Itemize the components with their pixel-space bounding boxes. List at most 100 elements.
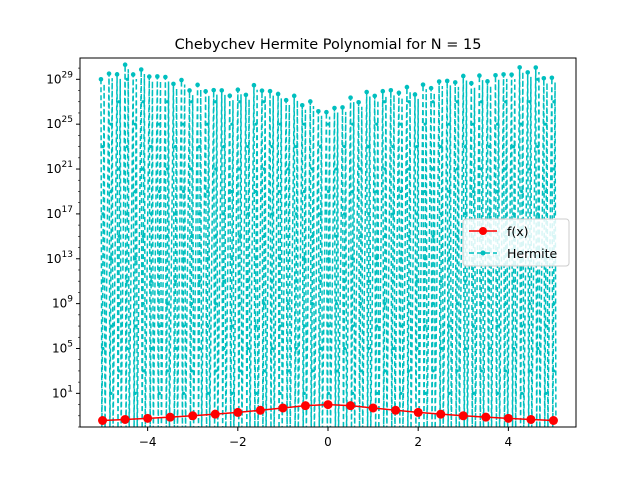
- hermite-point: [198, 212, 202, 216]
- fx-point: [368, 403, 378, 413]
- hermite-point: [157, 189, 161, 194]
- hermite-point: [130, 72, 136, 77]
- y-tick-label: 109: [52, 295, 73, 311]
- hermite-point: [318, 279, 322, 283]
- hermite-point: [302, 324, 306, 328]
- hermite-point: [101, 212, 105, 216]
- hermite-point: [544, 391, 548, 395]
- hermite-point: [238, 369, 242, 373]
- hermite-point: [171, 81, 176, 87]
- fx-point: [436, 409, 446, 419]
- hermite-point: [165, 234, 170, 238]
- hermite-point: [399, 324, 403, 328]
- hermite-point: [230, 257, 234, 261]
- hermite-point: [383, 100, 387, 104]
- y-tick-label: 101: [52, 384, 73, 400]
- hermite-point: [302, 189, 306, 194]
- hermite-point: [109, 122, 113, 126]
- hermite-point: [195, 82, 200, 88]
- hermite-point: [359, 167, 363, 171]
- hermite-point: [388, 87, 394, 93]
- hermite-point: [487, 145, 492, 149]
- hermite-point: [383, 302, 387, 306]
- hermite-point: [495, 122, 500, 126]
- hermite-point: [326, 189, 331, 194]
- hermite-point: [206, 391, 210, 395]
- hermite-point: [286, 167, 290, 171]
- fx-point: [233, 407, 243, 417]
- hermite-point: [326, 122, 331, 126]
- hermite-point: [340, 105, 345, 110]
- plot-area: [98, 62, 558, 427]
- hermite-point: [528, 100, 532, 104]
- hermite-point: [310, 234, 314, 238]
- hermite-point: [246, 145, 250, 149]
- hermite-point: [278, 391, 282, 395]
- fx-point: [165, 412, 175, 422]
- hermite-point: [106, 71, 112, 76]
- hermite-point: [439, 346, 443, 351]
- hermite-point: [270, 346, 274, 351]
- hermite-point: [415, 279, 419, 283]
- hermite-point: [431, 302, 435, 306]
- x-tick-label: 2: [414, 435, 422, 449]
- hermite-point: [230, 324, 234, 328]
- hermite-point: [455, 234, 459, 238]
- hermite-point: [479, 302, 484, 306]
- hermite-point: [214, 100, 218, 104]
- hermite-point: [262, 369, 266, 373]
- hermite-point: [101, 346, 105, 351]
- hermite-point: [399, 391, 403, 395]
- hermite-series: [98, 62, 557, 427]
- hermite-point: [262, 100, 266, 104]
- hermite-point: [198, 279, 202, 283]
- hermite-point: [238, 100, 242, 104]
- hermite-point: [181, 257, 186, 261]
- hermite-point: [286, 302, 290, 306]
- hermite-point: [455, 369, 459, 373]
- hermite-point: [286, 369, 290, 373]
- hermite-point: [278, 324, 282, 328]
- hermite-point: [503, 167, 508, 171]
- hermite-point: [246, 279, 250, 283]
- hermite-point: [423, 122, 427, 126]
- hermite-point: [235, 87, 241, 93]
- hermite-point: [283, 97, 289, 103]
- hermite-point: [351, 257, 355, 261]
- hermite-point: [544, 324, 548, 328]
- hermite-point: [189, 167, 194, 171]
- hermite-point: [334, 234, 339, 238]
- y-tick-label: 1017: [46, 205, 73, 221]
- hermite-point: [141, 302, 145, 306]
- hermite-point: [407, 369, 411, 373]
- hermite-point: [407, 100, 411, 104]
- hermite-point: [117, 167, 121, 171]
- hermite-point: [214, 369, 218, 373]
- hermite-point: [206, 122, 210, 126]
- hermite-point: [396, 90, 402, 96]
- hermite-point: [351, 122, 355, 126]
- hermite-point: [98, 77, 104, 82]
- hermite-point: [375, 324, 379, 328]
- hermite-point: [149, 279, 153, 283]
- hermite-point: [512, 346, 516, 351]
- hermite-point: [359, 369, 363, 373]
- hermite-point: [552, 167, 556, 171]
- legend-label-fx: f(x): [507, 224, 529, 239]
- hermite-point: [246, 212, 250, 216]
- hermite-point: [173, 279, 178, 283]
- hermite-point: [520, 324, 524, 328]
- hermite-point: [431, 369, 435, 373]
- legend-label-hermite: Hermite: [507, 246, 558, 261]
- y-tick-label: 1013: [46, 250, 73, 266]
- hermite-point: [122, 62, 128, 68]
- hermite-point: [512, 279, 516, 283]
- hermite-point: [479, 167, 484, 171]
- hermite-point: [407, 167, 411, 171]
- hermite-point: [479, 100, 484, 104]
- hermite-point: [214, 234, 218, 238]
- fx-point: [98, 415, 108, 425]
- hermite-point: [318, 212, 322, 216]
- hermite-point: [509, 72, 514, 77]
- hermite-point: [391, 145, 395, 149]
